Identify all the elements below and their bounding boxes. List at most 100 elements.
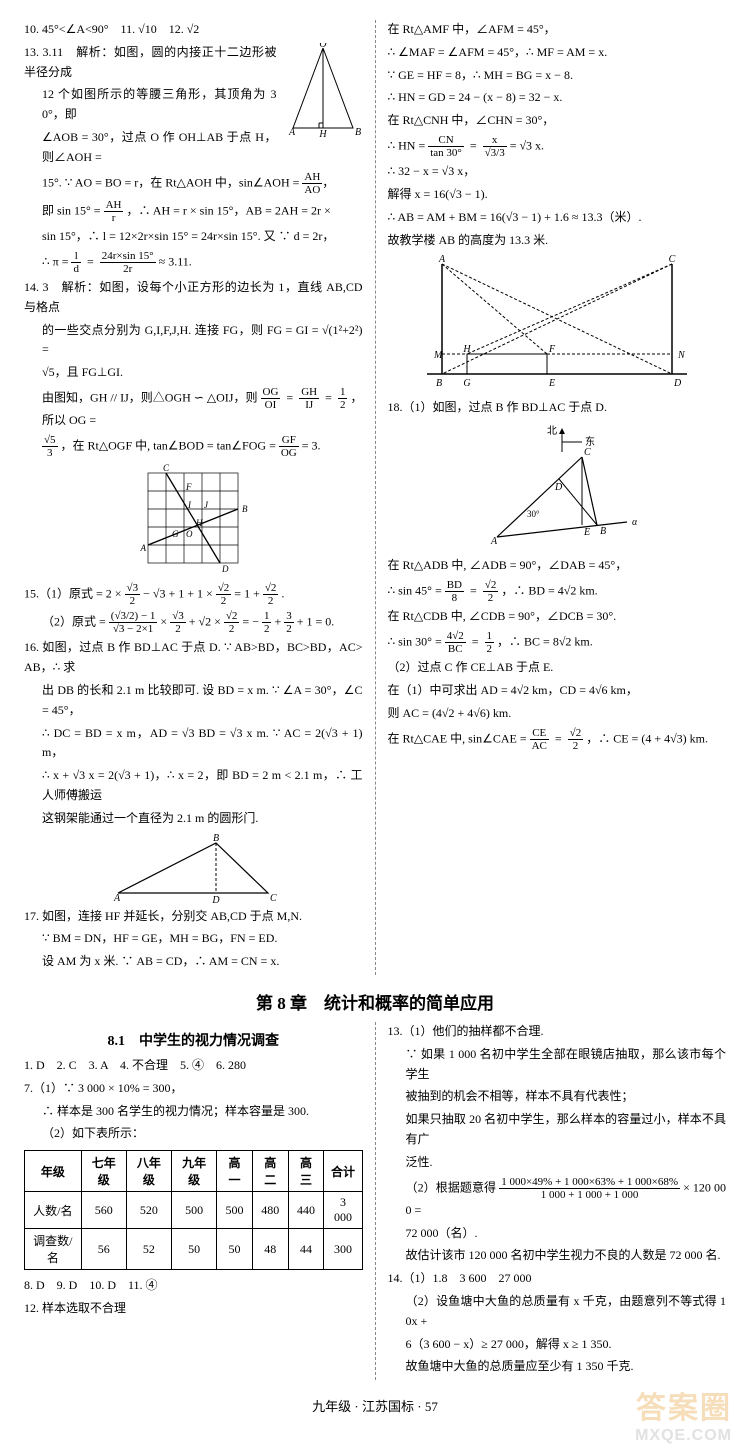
section-8-1-title: 8.1 中学生的视力情况调查 (24, 1030, 363, 1050)
q14-a: 14.（1）1.8 3 600 27 000 (388, 1269, 727, 1289)
r2: ∴ ∠MAF = ∠AFM = 45°，∴ MF = AM = x. (388, 43, 727, 63)
left-column-2: 8.1 中学生的视力情况调查 1. D 2. C 3. A 4. 不合理 5. … (24, 1022, 376, 1380)
svg-text:B: B (436, 378, 442, 389)
svg-text:30°: 30° (527, 509, 540, 519)
fig-14-grid: A B C D F G I H J O (128, 463, 258, 578)
q13-f: sin 15°，∴ l = 12×2r×sin 15° = 24r×sin 15… (24, 227, 363, 247)
q16-d: ∴ x + √3 x = 2(√3 + 1)，∴ x = 2，即 BD = 2 … (24, 766, 363, 806)
q14-a: 14. 3 解析：如图，设每个小正方形的边长为 1，直线 AB,CD 与格点 (24, 278, 363, 318)
q14-b: （2）设鱼塘中大鱼的总质量有 x 千克，由题意列不等式得 10x + (388, 1292, 727, 1332)
right-column-2: 13.（1）他们的抽样都不合理. ∵ 如果 1 000 名初中学生全部在眼镜店抽… (376, 1022, 727, 1380)
watermark-url: MXQE.COM (635, 1427, 732, 1445)
vision-table: 年级 七年级 八年级 九年级 高一 高二 高三 合计 人数/名 560 520 … (24, 1150, 363, 1270)
r7: ∴ 32 − x = √3 x， (388, 162, 727, 182)
chapter-8-title: 第 8 章 统计和概率的简单应用 (24, 989, 726, 1014)
r3: ∵ GE = HF = 8，∴ MH = BG = x − 8. (388, 66, 727, 86)
q13-e: 泛性. (388, 1153, 727, 1173)
svg-text:C: C (270, 893, 277, 903)
svg-text:D: D (221, 564, 229, 574)
q18-c: ∴ sin 45° = BD8 = √22 ，∴ BD = 4√2 km. (388, 579, 727, 604)
q13-c: 被抽到的机会不相等，样本不具有代表性； (388, 1087, 727, 1107)
r1: 在 Rt△AMF 中，∠AFM = 45°， (388, 20, 727, 40)
svg-text:B: B (355, 127, 361, 138)
q14-e: √53 ，在 Rt△OGF 中, tan∠BOD = tan∠FOG = GFO… (24, 434, 363, 459)
svg-text:A: A (438, 254, 446, 265)
q13-d: 15°. ∵ AO = BO = r，在 Rt△AOH 中，sin∠AOH = … (24, 171, 363, 196)
q13-d: 如果只抽取 20 名初中学生，那么样本的容量过小，样本不具有广 (388, 1110, 727, 1150)
svg-text:H: H (195, 518, 203, 528)
q16-c: ∴ DC = BD = x m，AD = √3 BD = √3 x m. ∵ A… (24, 724, 363, 764)
q15-a: 15.（1）原式 = 2 × √32 − √3 + 1 + 1 × √22 = … (24, 582, 363, 607)
q17-a: 17. 如图，连接 HF 并延长，分别交 AB,CD 于点 M,N. (24, 907, 363, 927)
svg-text:F: F (185, 482, 192, 492)
q14-c: √5，且 FG⊥GI. (24, 363, 363, 383)
q18-d: 在 Rt△CDB 中, ∠CDB = 90°，∠DCB = 30°. (388, 607, 727, 627)
q18-i: 在 Rt△CAE 中, sin∠CAE = CEAC = √22 ，∴ CE =… (388, 727, 727, 752)
r10: 故教学楼 AB 的高度为 13.3 米. (388, 231, 727, 251)
svg-text:G: G (172, 529, 179, 539)
svg-text:G: G (463, 378, 470, 389)
svg-text:D: D (212, 895, 221, 903)
q18-a: 18.（1）如图，过点 B 作 BD⊥AC 于点 D. (388, 398, 727, 418)
q13-e: 即 sin 15° = AHr ，∴ AH = r × sin 15°，AB =… (24, 199, 363, 224)
q18-g: 在（1）中可求出 AD = 4√2 km，CD = 4√6 km， (388, 681, 727, 701)
q17-c: 设 AM 为 x 米. ∵ AB = CD，∴ AM = CN = x. (24, 952, 363, 972)
q14-b: 的一些交点分别为 G,I,F,J,H. 连接 FG，则 FG = GI = √(… (24, 321, 363, 361)
svg-text:A: A (288, 127, 296, 138)
right-column: 在 Rt△AMF 中，∠AFM = 45°， ∴ ∠MAF = ∠AFM = 4… (376, 20, 727, 975)
q16-e: 这钢架能通过一个直径为 2.1 m 的圆形门. (24, 809, 363, 829)
ans-8-11: 8. D 9. D 10. D 11. ④ (24, 1276, 363, 1296)
svg-text:D: D (554, 482, 563, 493)
svg-text:D: D (673, 378, 682, 389)
q13-b: ∵ 如果 1 000 名初中学生全部在眼镜店抽取，那么该市每个学生 (388, 1045, 727, 1085)
fig-13-triangle: O A H B (283, 43, 363, 138)
left-column: 10. 45°<∠A<90° 11. √10 12. √2 O A H B 13… (24, 20, 376, 975)
ans-10-12: 10. 45°<∠A<90° 11. √10 12. √2 (24, 20, 363, 40)
q18-e: ∴ sin 30° = 4√2BC = 12 ，∴ BC = 8√2 km. (388, 630, 727, 655)
q14-c: 6（3 600 − x）≥ 27 000，解得 x ≥ 1 350. (388, 1335, 727, 1355)
r9: ∴ AB = AM + BM = 16(√3 − 1) + 1.6 ≈ 13.3… (388, 208, 727, 228)
svg-text:A: A (490, 536, 498, 547)
q13-f: （2）根据题意得 1 000×49% + 1 000×63% + 1 000×6… (388, 1176, 727, 1221)
table-header-row: 年级 七年级 八年级 九年级 高一 高二 高三 合计 (25, 1151, 363, 1192)
svg-text:A: A (140, 543, 147, 553)
svg-text:α: α (632, 517, 637, 528)
ans-1-6: 1. D 2. C 3. A 4. 不合理 5. ④ 6. 280 (24, 1056, 363, 1076)
q13-h: 故估计该市 120 000 名初中学生视力不良的人数是 72 000 名. (388, 1246, 727, 1266)
svg-text:E: E (583, 527, 590, 538)
fig-18-compass: 北 东 A B C D E α 30° (477, 422, 637, 552)
r4: ∴ HN = GD = 24 − (x − 8) = 32 − x. (388, 88, 727, 108)
lower-columns: 8.1 中学生的视力情况调查 1. D 2. C 3. A 4. 不合理 5. … (24, 1022, 726, 1380)
svg-text:北: 北 (547, 425, 557, 437)
q18-f: （2）过点 C 作 CE⊥AB 于点 E. (388, 658, 727, 678)
ans-12: 12. 样本选取不合理 (24, 1299, 363, 1319)
svg-text:B: B (600, 526, 606, 537)
fig-16-triangle: A B D C (108, 833, 278, 903)
q18-b: 在 Rt△ADB 中, ∠ADB = 90°，∠DAB = 45°， (388, 556, 727, 576)
q13-g: 72 000（名）. (388, 1224, 727, 1244)
page-footer: 九年级 · 江苏国标 · 57 (24, 1396, 726, 1415)
q15-b: （2）原式 = (√3/2) − 1√3 − 2×1 × √32 + √2 × … (24, 610, 363, 635)
watermark-logo: 答案圈 (635, 1383, 732, 1427)
q16-a: 16. 如图，过点 B 作 BD⊥AC 于点 D. ∵ AB>BD，BC>BD，… (24, 638, 363, 678)
fig-17-building: A C M N H F B G E D (412, 254, 702, 394)
r6: ∴ HN = CNtan 30° = x√3/3 = √3 x. (388, 134, 727, 159)
q13-g: ∴ π = ld = 24r×sin 15°2r ≈ 3.11. (24, 250, 363, 275)
svg-text:C: C (668, 254, 675, 265)
r5: 在 Rt△CNH 中，∠CHN = 30°， (388, 111, 727, 131)
q7-c: （2）如下表所示： (24, 1124, 363, 1144)
q16-b: 出 DB 的长和 2.1 m 比较即可. 设 BD = x m. ∵ ∠A = … (24, 681, 363, 721)
svg-text:M: M (433, 350, 443, 361)
svg-text:C: C (584, 447, 591, 458)
q14-d: 故鱼塘中大鱼的总质量应至少有 1 350 千克. (388, 1357, 727, 1377)
watermark: 答案圈 MXQE.COM (635, 1383, 732, 1445)
q13-a: 13.（1）他们的抽样都不合理. (388, 1022, 727, 1042)
q7-a: 7.（1）∵ 3 000 × 10% = 300， (24, 1079, 363, 1099)
table-row: 调查数/名 56 52 50 50 48 44 300 (25, 1229, 363, 1270)
q18-h: 则 AC = (4√2 + 4√6) km. (388, 704, 727, 724)
upper-columns: 10. 45°<∠A<90° 11. √10 12. √2 O A H B 13… (24, 20, 726, 975)
svg-text:H: H (462, 344, 471, 355)
table-row: 人数/名 560 520 500 500 480 440 3 000 (25, 1192, 363, 1229)
q14-d: 由图知，GH // IJ，则△OGH ∽ △OIJ，则 OGOI = GHIJ … (24, 386, 363, 431)
frac-ah-ao: AHAO (302, 171, 322, 196)
